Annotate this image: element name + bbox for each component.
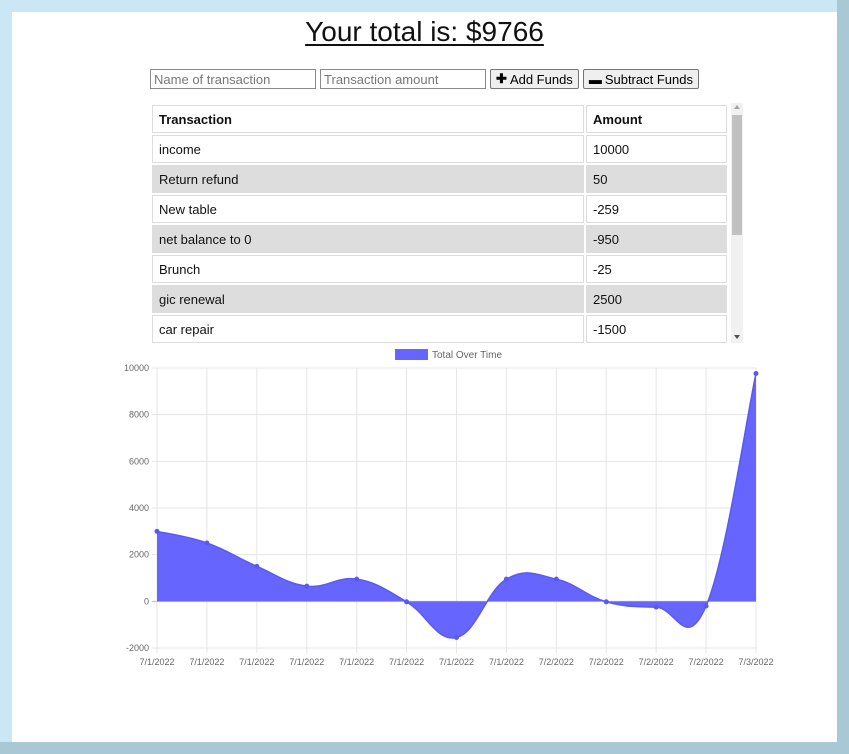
table-row: car repair -1500	[152, 315, 727, 343]
total-over-time-chart: Total Over Time 10000 8000 6000 4000 2000 0 -2…	[124, 349, 774, 667]
data-point	[404, 599, 410, 605]
x-tick-label: 7/2/2022	[689, 657, 724, 667]
data-point	[753, 370, 759, 376]
table-row: Brunch -25	[152, 255, 727, 283]
transactions-table-container[interactable]: Transaction Amount income 10000 Return r…	[152, 103, 742, 343]
transactions-table: Transaction Amount income 10000 Return r…	[152, 103, 729, 343]
transaction-name-cell: Return refund	[152, 165, 584, 193]
window-frame-top	[0, 0, 849, 12]
transaction-amount-input[interactable]	[320, 69, 487, 89]
window-frame-right	[837, 0, 849, 754]
series-area	[157, 373, 756, 638]
column-header-amount: Amount	[586, 105, 727, 133]
transaction-amount-cell: 10000	[586, 135, 727, 163]
transaction-name-cell: car repair	[152, 315, 584, 343]
table-row: Return refund 50	[152, 165, 727, 193]
scroll-down-arrow-icon[interactable]	[734, 335, 740, 339]
column-header-transaction: Transaction	[152, 105, 584, 133]
y-axis-ticks: 10000 8000 6000 4000 2000 0 -2000	[124, 363, 149, 653]
data-point	[503, 576, 509, 582]
transaction-amount-cell: -1500	[586, 315, 727, 343]
x-tick-label: 7/1/2022	[389, 657, 424, 667]
data-point	[703, 603, 709, 609]
y-tick-label: 0	[144, 596, 149, 606]
data-point	[154, 528, 160, 534]
add-funds-button[interactable]: ✚ Add Funds	[490, 69, 579, 89]
scroll-thumb[interactable]	[732, 115, 742, 235]
y-tick-label: 4000	[129, 503, 149, 513]
data-point	[553, 576, 559, 582]
x-tick-label: 7/1/2022	[289, 657, 324, 667]
data-point	[304, 583, 310, 589]
transaction-name-cell: gic renewal	[152, 285, 584, 313]
minus-icon: ▬	[588, 71, 602, 87]
window-frame-left	[0, 0, 12, 754]
table-row: gic renewal 2500	[152, 285, 727, 313]
transaction-amount-cell: -25	[586, 255, 727, 283]
x-tick-label: 7/2/2022	[589, 657, 624, 667]
subtract-funds-label: Subtract Funds	[604, 71, 693, 87]
transaction-name-cell: New table	[152, 195, 584, 223]
window-frame-bottom	[0, 742, 849, 754]
plus-icon: ✚	[496, 71, 507, 86]
table-row: net balance to 0 -950	[152, 225, 727, 253]
transaction-name-input[interactable]	[150, 69, 317, 89]
x-tick-label: 7/2/2022	[639, 657, 674, 667]
y-tick-label: 2000	[129, 550, 149, 560]
legend-label: Total Over Time	[432, 350, 502, 361]
x-tick-label: 7/1/2022	[489, 657, 524, 667]
x-tick-label: 7/1/2022	[339, 657, 374, 667]
x-tick-label: 7/1/2022	[239, 657, 274, 667]
x-tick-label: 7/3/2022	[738, 657, 773, 667]
transaction-name-cell: net balance to 0	[152, 225, 584, 253]
legend-swatch	[395, 349, 428, 360]
transaction-amount-cell: -259	[586, 195, 727, 223]
data-point	[454, 635, 459, 640]
data-point	[603, 599, 609, 605]
table-row: New table -259	[152, 195, 727, 223]
table-scrollbar[interactable]	[731, 103, 743, 343]
x-tick-label: 7/1/2022	[439, 657, 474, 667]
add-funds-label: Add Funds	[509, 71, 573, 87]
data-point	[354, 576, 360, 582]
x-tick-label: 7/1/2022	[189, 657, 224, 667]
page-title: Your total is: $9766	[305, 16, 544, 47]
chart-legend[interactable]: Total Over Time	[395, 349, 502, 361]
y-tick-label: 10000	[124, 363, 149, 373]
subtract-funds-button[interactable]: ▬ Subtract Funds	[582, 69, 699, 89]
transaction-amount-cell: 50	[586, 165, 727, 193]
transaction-amount-cell: 2500	[586, 285, 727, 313]
y-tick-label: 8000	[129, 410, 149, 420]
data-point	[204, 540, 210, 546]
x-tick-label: 7/1/2022	[139, 657, 174, 667]
y-tick-label: 6000	[129, 456, 149, 466]
series-line	[156, 373, 757, 639]
transaction-form: ✚ Add Funds ▬ Subtract Funds	[0, 69, 849, 89]
table-row: income 10000	[152, 135, 727, 163]
y-tick-label: -2000	[126, 643, 149, 653]
data-point	[653, 604, 659, 610]
x-tick-label: 7/2/2022	[539, 657, 574, 667]
scroll-up-arrow-icon[interactable]	[734, 105, 740, 109]
transaction-name-cell: income	[152, 135, 584, 163]
data-point	[254, 563, 260, 569]
x-axis-ticks: 7/1/2022 7/1/2022 7/1/2022 7/1/2022 7/1/2022…	[139, 657, 773, 667]
transaction-name-cell: Brunch	[152, 255, 584, 283]
chart-series	[154, 370, 759, 640]
transaction-amount-cell: -950	[586, 225, 727, 253]
